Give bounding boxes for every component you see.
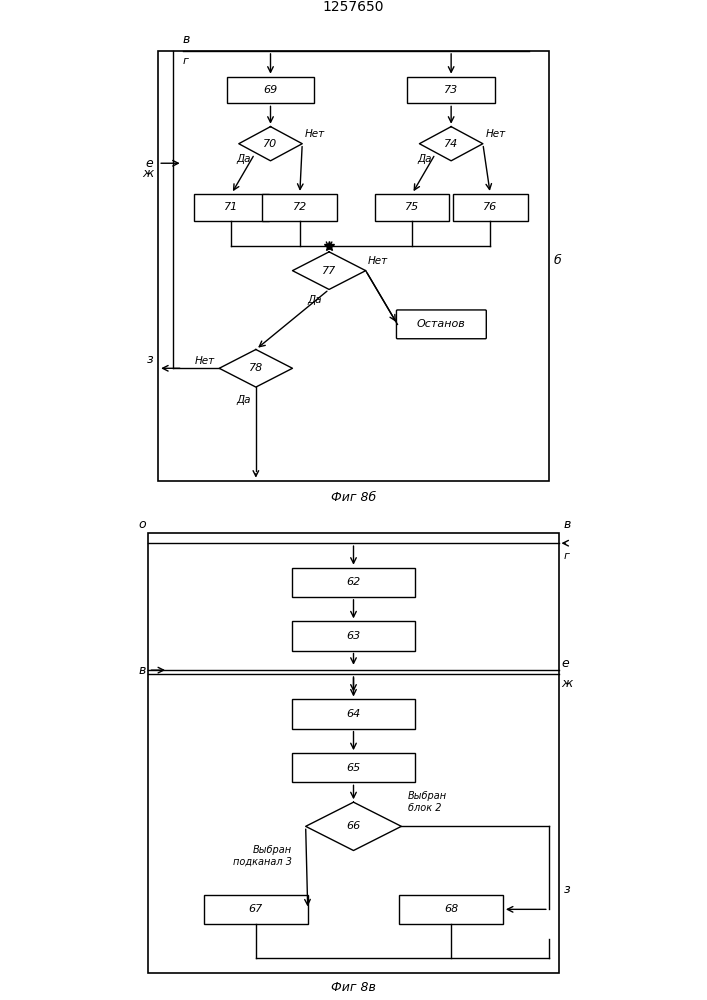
Text: Нет: Нет (305, 129, 325, 139)
Text: 72: 72 (293, 202, 307, 212)
Text: Фиг 8б: Фиг 8б (331, 491, 376, 504)
Text: 65: 65 (346, 763, 361, 773)
FancyBboxPatch shape (194, 194, 269, 221)
Text: 68: 68 (444, 904, 458, 914)
Text: г: г (182, 56, 189, 66)
Text: 64: 64 (346, 709, 361, 719)
Text: 1257650: 1257650 (323, 0, 384, 14)
Text: 67: 67 (249, 904, 263, 914)
FancyBboxPatch shape (397, 310, 486, 339)
FancyBboxPatch shape (399, 895, 503, 924)
Text: Да: Да (236, 153, 251, 164)
FancyBboxPatch shape (293, 753, 414, 782)
Text: з: з (147, 353, 153, 366)
Text: Да: Да (236, 395, 251, 405)
Text: Фиг 8в: Фиг 8в (331, 981, 376, 994)
Text: 63: 63 (346, 631, 361, 641)
Text: 76: 76 (483, 202, 497, 212)
Text: Нет: Нет (368, 256, 388, 266)
Text: е: е (561, 657, 568, 670)
FancyBboxPatch shape (375, 194, 450, 221)
Polygon shape (419, 127, 483, 161)
Text: в: в (139, 664, 146, 677)
Text: Да: Да (417, 153, 431, 164)
Text: в: в (182, 33, 190, 46)
Text: Да: Да (308, 295, 322, 305)
Polygon shape (239, 127, 302, 161)
Text: Выбран
подканал 3: Выбран подканал 3 (233, 845, 292, 866)
FancyBboxPatch shape (293, 621, 414, 651)
FancyBboxPatch shape (204, 895, 308, 924)
Text: 62: 62 (346, 577, 361, 587)
Text: 71: 71 (224, 202, 238, 212)
Text: Останов: Останов (417, 319, 466, 329)
Text: з: з (563, 883, 570, 896)
Text: 70: 70 (264, 139, 278, 149)
FancyBboxPatch shape (262, 194, 337, 221)
Text: Нет: Нет (485, 129, 506, 139)
Text: 75: 75 (405, 202, 419, 212)
Text: Выбран
блок 2: Выбран блок 2 (408, 791, 448, 813)
Text: 77: 77 (322, 266, 337, 276)
FancyBboxPatch shape (453, 194, 527, 221)
Text: б: б (554, 254, 561, 267)
FancyBboxPatch shape (293, 699, 414, 729)
Text: 73: 73 (444, 85, 458, 95)
FancyBboxPatch shape (226, 77, 315, 103)
Text: г: г (563, 551, 569, 561)
FancyBboxPatch shape (293, 568, 414, 597)
Text: 69: 69 (264, 85, 278, 95)
Text: ж: ж (561, 677, 572, 690)
Text: 66: 66 (346, 821, 361, 831)
Text: ж: ж (142, 167, 153, 180)
Polygon shape (219, 349, 293, 387)
Text: в: в (563, 518, 571, 531)
Text: о: о (139, 518, 146, 531)
Text: Нет: Нет (194, 356, 214, 366)
Text: 78: 78 (249, 363, 263, 373)
Polygon shape (293, 252, 366, 289)
Text: е: е (146, 157, 153, 170)
Text: 74: 74 (444, 139, 458, 149)
FancyBboxPatch shape (407, 77, 495, 103)
Polygon shape (305, 802, 402, 851)
